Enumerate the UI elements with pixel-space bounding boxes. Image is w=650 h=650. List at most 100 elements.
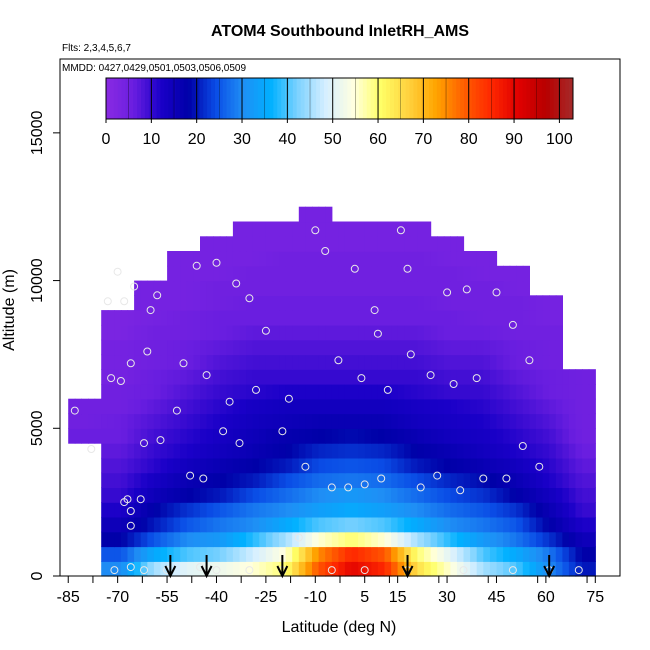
heat-cell [575, 413, 583, 429]
heat-cell [417, 516, 425, 533]
heat-cell [344, 251, 353, 267]
heat-cell [496, 310, 504, 326]
heat-cell [279, 546, 287, 562]
heat-cell [325, 280, 333, 296]
heat-cell [575, 516, 583, 533]
heat-cell [397, 516, 405, 533]
colorbar-segment [366, 78, 372, 119]
heat-cell [120, 546, 129, 562]
heat-cell [575, 398, 583, 415]
heat-cell [377, 339, 386, 356]
heat-cell [318, 443, 326, 459]
heat-cell [417, 487, 425, 503]
heat-cell [338, 280, 346, 296]
heat-cell [410, 295, 418, 311]
heat-cell [516, 457, 524, 474]
heat-cell [338, 339, 346, 356]
heat-cell [127, 516, 135, 533]
sample-marker [252, 385, 260, 394]
colorbar-segment [191, 78, 197, 119]
heat-cell [272, 295, 280, 311]
heat-cell [239, 310, 247, 326]
heat-cell [272, 236, 280, 252]
heat-cell [371, 472, 379, 488]
heat-cell [509, 354, 517, 370]
sample-marker [130, 282, 139, 291]
heat-cell [496, 502, 504, 518]
heat-cell [483, 398, 491, 415]
sample-marker [357, 374, 366, 383]
heat-cell [496, 369, 504, 385]
heat-cell [489, 428, 498, 444]
heat-cell [140, 384, 148, 400]
heat-cell [213, 236, 221, 252]
heat-cell [463, 354, 471, 370]
heat-cell [575, 369, 583, 385]
heat-cell [265, 310, 274, 326]
heat-cell [285, 516, 293, 533]
heat-cell [338, 324, 346, 341]
colorbar-segment [238, 78, 243, 119]
heat-cell [529, 369, 537, 385]
heat-cell [377, 472, 386, 488]
heat-cell [568, 502, 577, 518]
heat-cell [529, 472, 537, 488]
heat-cell [384, 443, 392, 459]
heat-cell [246, 443, 254, 459]
heat-cell [127, 561, 135, 577]
heat-cell [246, 502, 254, 518]
heat-cell [410, 265, 418, 282]
heat-cell [384, 487, 392, 503]
heat-cell [331, 428, 339, 444]
heat-cell [522, 369, 530, 385]
heat-cell [219, 369, 227, 385]
heat-cell [279, 251, 287, 267]
heat-cell [424, 310, 432, 326]
colorbar-segment [464, 78, 469, 119]
heat-cell [391, 324, 399, 341]
heat-cell [173, 295, 181, 311]
heat-cell [410, 324, 418, 341]
heat-cell [180, 413, 188, 429]
heat-cell [107, 487, 115, 503]
colorbar-segment [530, 78, 535, 119]
heat-cell [200, 516, 208, 533]
heat-cell [101, 369, 109, 385]
heat-cell [134, 561, 142, 577]
heat-cell [160, 472, 168, 488]
heat-cell [443, 251, 451, 267]
heat-cell [160, 428, 168, 444]
heat-cell [318, 310, 326, 326]
heat-cell [568, 531, 577, 548]
heat-cell [226, 310, 234, 326]
heat-cell [193, 280, 201, 296]
heat-cell [351, 428, 359, 444]
flights-label: Flts: 2,3,4,5,6,7 [62, 43, 131, 54]
heat-cell [265, 457, 274, 474]
heat-cell [232, 487, 241, 503]
heat-cell [325, 443, 333, 459]
heat-cell [259, 251, 267, 267]
sample-marker [284, 394, 293, 403]
heat-cell [232, 265, 241, 282]
heat-cell [107, 413, 115, 429]
heat-cell [391, 413, 399, 429]
heat-cell [252, 502, 260, 518]
colorbar-segment [316, 78, 321, 119]
heat-cell [437, 280, 445, 296]
heat-cell [259, 295, 267, 311]
colorbar-segment [179, 78, 185, 119]
heat-cell [186, 428, 194, 444]
colorbar-segment [339, 78, 344, 119]
heat-cell [292, 413, 300, 429]
heat-cell [410, 428, 418, 444]
heat-cell [575, 443, 583, 459]
heat-cell [397, 236, 405, 252]
heat-cell [536, 457, 544, 474]
heat-cell [456, 280, 465, 296]
colorbar-segment [541, 78, 547, 119]
sample-marker [199, 474, 208, 483]
heat-cell [186, 280, 194, 296]
heat-cell [371, 502, 379, 518]
heat-cell [153, 280, 162, 296]
